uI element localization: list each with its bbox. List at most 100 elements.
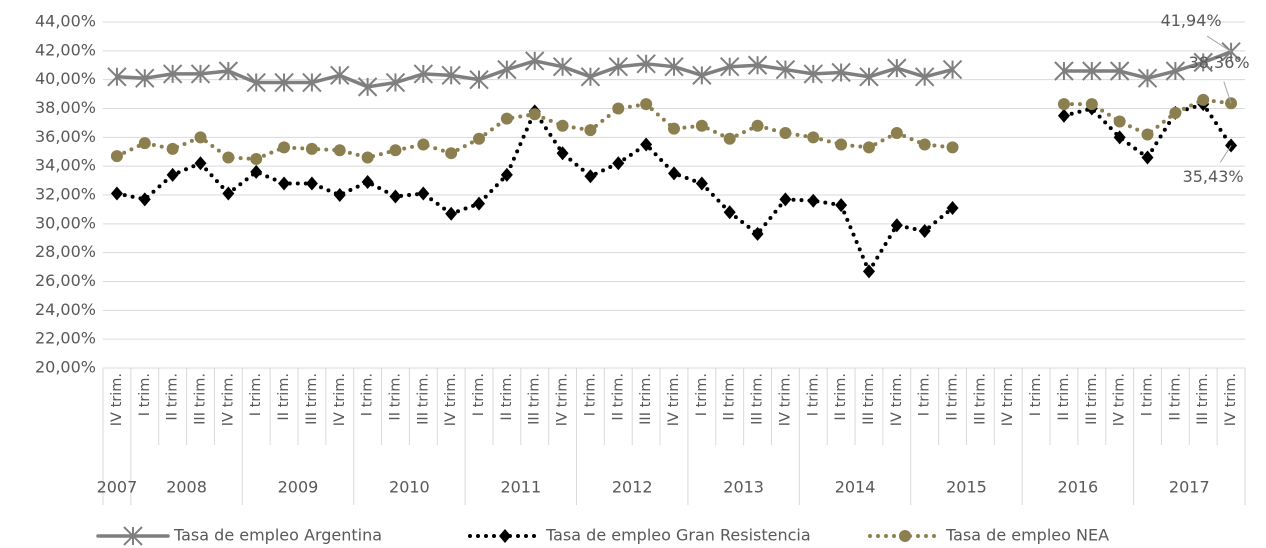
marker (302, 72, 322, 93)
x-tick-label: IV trim. (1000, 373, 1016, 426)
year-label: 2009 (278, 478, 319, 497)
marker (305, 176, 318, 191)
marker (807, 193, 820, 208)
marker (361, 151, 374, 164)
marker (556, 119, 569, 132)
marker (692, 65, 712, 86)
marker (779, 127, 792, 140)
marker (333, 144, 346, 157)
y-tick-label: 36,00% (35, 127, 96, 146)
marker (723, 205, 736, 220)
leader-line (1223, 81, 1232, 104)
marker (194, 156, 207, 171)
marker (278, 176, 291, 191)
x-tick-label: IV trim. (666, 373, 682, 426)
marker (887, 58, 907, 78)
marker (330, 65, 350, 86)
marker (831, 62, 851, 83)
marker (166, 142, 179, 155)
marker (556, 146, 569, 161)
x-tick-label: I trim. (471, 373, 487, 416)
marker (1113, 115, 1126, 128)
marker (636, 54, 656, 74)
x-tick-label: II trim. (276, 373, 292, 421)
year-label: 2011 (500, 478, 541, 497)
marker (751, 119, 764, 132)
marker (747, 55, 768, 75)
marker (222, 186, 235, 201)
x-tick-label: II trim. (165, 373, 181, 421)
legend-label: Tasa de empleo NEA (945, 526, 1109, 545)
data-label: 38,36% (1189, 53, 1250, 72)
marker (1109, 61, 1130, 81)
marker (528, 108, 541, 121)
year-label: 2012 (612, 478, 653, 497)
marker (719, 56, 740, 77)
marker (775, 59, 796, 80)
y-tick-label: 38,00% (35, 98, 96, 117)
marker (138, 137, 151, 150)
x-tick-label: II trim. (387, 373, 403, 421)
x-tick-label: III trim. (1084, 373, 1100, 425)
marker (899, 530, 911, 542)
x-tick-label: I trim. (917, 373, 933, 416)
y-tick-label: 30,00% (35, 213, 96, 232)
marker (1193, 52, 1213, 73)
legend-label: Tasa de empleo Gran Resistencia (545, 526, 811, 545)
leader-line (1219, 145, 1232, 163)
marker (445, 147, 458, 160)
marker (1082, 61, 1102, 81)
marker (1165, 61, 1186, 81)
x-tick-label: IV trim. (1112, 373, 1128, 426)
marker (668, 122, 680, 135)
marker (278, 141, 291, 154)
x-tick-label: I trim. (1140, 373, 1156, 416)
x-tick-label: IV trim. (220, 373, 236, 426)
marker (835, 138, 848, 151)
x-tick-label: III trim. (304, 373, 320, 425)
x-tick-label: II trim. (722, 373, 738, 421)
x-tick-label: I trim. (582, 373, 598, 416)
marker (890, 218, 903, 233)
marker (110, 150, 123, 163)
leader-line (1206, 35, 1232, 53)
marker (497, 59, 517, 80)
legend-label: Tasa de empleo Argentina (173, 526, 382, 545)
marker (385, 72, 406, 93)
year-label: 2008 (166, 478, 207, 497)
x-tick-label: III trim. (1195, 373, 1211, 425)
x-tick-label: IV trim. (109, 373, 125, 426)
marker (640, 137, 653, 152)
y-tick-label: 32,00% (35, 185, 96, 204)
marker (612, 156, 625, 171)
x-tick-label: III trim. (861, 373, 877, 425)
year-label: 2014 (835, 478, 876, 497)
marker (779, 192, 792, 207)
marker (107, 67, 127, 87)
marker (1137, 68, 1158, 88)
marker (862, 264, 875, 279)
marker (166, 167, 179, 182)
marker (612, 102, 625, 115)
marker (1169, 106, 1182, 119)
marker (918, 138, 931, 151)
x-tick-label: II trim. (945, 373, 961, 421)
marker (473, 132, 486, 145)
marker (1057, 108, 1070, 123)
marker (333, 188, 346, 202)
y-tick-label: 22,00% (35, 329, 96, 348)
marker (942, 59, 963, 80)
y-tick-label: 34,00% (35, 156, 96, 175)
x-tick-label: I trim. (248, 373, 264, 416)
x-tick-label: III trim. (192, 373, 208, 425)
marker (500, 112, 513, 125)
marker (190, 64, 211, 84)
x-tick-label: III trim. (638, 373, 654, 425)
marker (580, 67, 601, 87)
y-tick-label: 20,00% (35, 358, 96, 377)
marker (695, 119, 708, 132)
marker (135, 68, 155, 88)
marker (668, 166, 680, 181)
marker (1057, 98, 1070, 111)
marker (807, 131, 820, 144)
